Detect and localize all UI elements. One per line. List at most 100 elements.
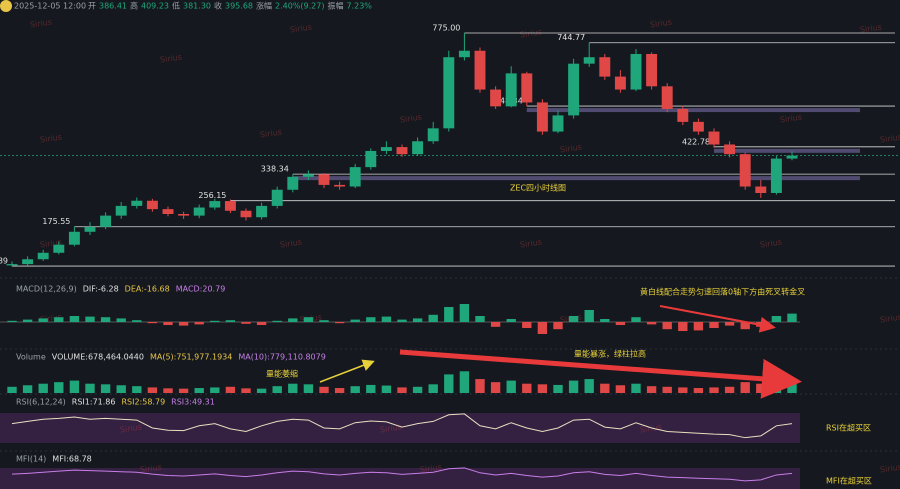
- volume-bar: [147, 387, 158, 393]
- macd-bar: [100, 317, 111, 322]
- volume-bar: [584, 379, 594, 393]
- rsi-line: [11, 413, 793, 439]
- candle-body: [302, 174, 314, 177]
- macd-bar: [475, 316, 485, 322]
- volume-label: MA(10):779,110.8079: [238, 353, 325, 362]
- candle-body: [22, 259, 34, 265]
- candle-body: [427, 128, 439, 142]
- header-datetime: 2025-12-05 12:00: [14, 2, 86, 11]
- level-label: 422.78: [682, 137, 710, 146]
- header-item: 涨幅: [256, 1, 272, 11]
- candle-body: [677, 108, 689, 122]
- overbought-band: [0, 413, 800, 443]
- header-item: 395.68: [225, 2, 253, 11]
- watermark: Sirius: [39, 132, 62, 144]
- level-label: 53.89: [0, 257, 8, 266]
- volume-bar: [709, 387, 719, 393]
- watermark: Sirius: [879, 312, 900, 324]
- volume-bar: [194, 388, 204, 393]
- macd-bar: [693, 322, 704, 331]
- candle-body: [396, 147, 408, 155]
- macd-bar: [241, 322, 251, 324]
- volume-bar: [85, 383, 95, 393]
- chart-title: ZEC四小时线图: [510, 183, 566, 193]
- annotation: 量能暴涨，绿柱拉高: [574, 349, 646, 359]
- rsi-label: RSI1:71.86: [72, 398, 116, 407]
- volume-label: Volume: [16, 353, 46, 362]
- volume-bar: [225, 386, 236, 393]
- macd-bar: [459, 304, 470, 322]
- volume-bar: [631, 383, 641, 393]
- volume-bar: [69, 380, 80, 393]
- candle-body: [115, 205, 127, 216]
- macd-bar: [178, 322, 189, 326]
- volume-bar: [163, 388, 173, 393]
- level-label: 775.00: [432, 23, 460, 32]
- macd-bar: [771, 316, 782, 322]
- watermark: Sirius: [519, 27, 542, 39]
- candle-body: [583, 57, 595, 64]
- candle-body: [692, 121, 704, 132]
- macd-bar: [7, 320, 17, 322]
- macd-label: MACD:20.79: [176, 285, 226, 294]
- macd-bar: [116, 318, 126, 322]
- volume-bar: [506, 380, 516, 393]
- candle-body: [458, 50, 470, 58]
- macd-bar: [210, 320, 220, 322]
- macd-bar: [303, 317, 314, 322]
- volume-bar: [444, 374, 454, 393]
- volume-bar: [381, 385, 392, 393]
- watermark: Sirius: [519, 237, 542, 249]
- volume-bar: [178, 388, 189, 393]
- macd-bar: [724, 322, 735, 326]
- macd-bar: [22, 319, 33, 322]
- candle-body: [349, 167, 361, 187]
- arrow: [399, 349, 802, 399]
- rsi-label: RSI2:58.79: [121, 398, 165, 407]
- candle-body: [131, 200, 143, 206]
- macd-bar: [522, 322, 532, 328]
- macd-label: DEA:-16.68: [125, 285, 170, 294]
- volume-label: MA(5):751,977.1934: [150, 353, 232, 362]
- macd-bar: [85, 316, 95, 322]
- macd-bar: [740, 322, 750, 330]
- candle-body: [68, 231, 80, 245]
- level-label: 256.15: [198, 191, 226, 200]
- macd-bar: [366, 317, 376, 322]
- candle-body: [755, 186, 767, 193]
- candle-body: [178, 213, 190, 216]
- candle-body: [786, 155, 798, 159]
- rsi-label: RSI3:49.31: [171, 398, 215, 407]
- macd-bar: [537, 322, 548, 334]
- watermark: Sirius: [879, 132, 900, 144]
- volume-label: VOLUME:678,464.0440: [52, 353, 144, 362]
- macd-bar: [568, 316, 579, 322]
- macd-bar: [194, 322, 204, 325]
- header-item: 386.41: [99, 2, 127, 11]
- macd-bar: [553, 322, 563, 330]
- volume-bar: [366, 384, 376, 393]
- candle-body: [380, 147, 392, 151]
- macd-bar: [444, 307, 454, 322]
- volume-bar: [756, 383, 766, 393]
- volume-bar: [428, 384, 438, 393]
- watermark: Sirius: [119, 422, 142, 434]
- volume-bar: [475, 379, 485, 393]
- volume-bar: [288, 383, 298, 393]
- volume-bar: [210, 387, 220, 393]
- arrow: [319, 359, 375, 383]
- watermark: Sirius: [259, 127, 282, 139]
- macd-bar: [147, 322, 158, 324]
- header-item: 381.30: [183, 2, 211, 11]
- macd-bar: [615, 322, 626, 325]
- level-label: 175.55: [42, 217, 70, 226]
- watermark: Sirius: [139, 462, 162, 474]
- macd-bar: [709, 322, 719, 328]
- watermark: Sirius: [29, 17, 52, 29]
- macd-bar: [256, 322, 267, 325]
- volume-bar: [303, 384, 314, 393]
- watermark: Sirius: [39, 312, 62, 324]
- candle-body: [6, 264, 18, 266]
- volume-bar: [132, 386, 142, 393]
